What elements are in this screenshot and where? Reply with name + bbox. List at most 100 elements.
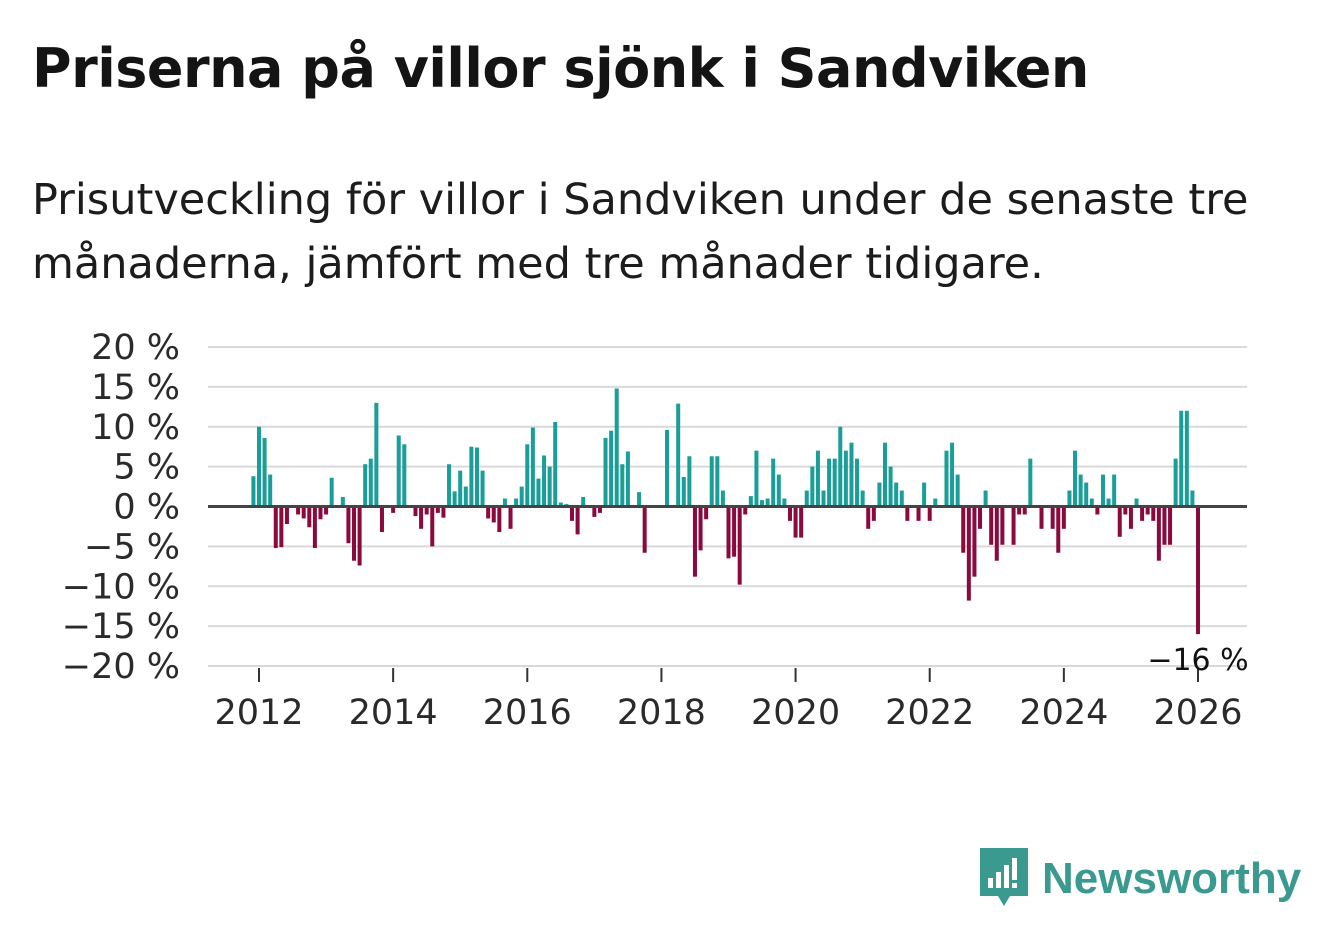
bar — [542, 455, 547, 507]
bar — [480, 470, 485, 507]
bar — [614, 388, 619, 507]
bar — [519, 486, 524, 507]
bar — [771, 458, 776, 507]
bar — [1028, 458, 1033, 507]
x-tick-label: 2012 — [214, 693, 303, 733]
bar — [866, 506, 871, 529]
bar — [832, 458, 837, 507]
bar — [821, 490, 826, 507]
bar — [950, 442, 955, 507]
bar — [827, 458, 832, 507]
bar — [1084, 482, 1089, 507]
bar — [843, 450, 848, 507]
x-tick-label: 2014 — [349, 693, 438, 733]
bar — [871, 506, 876, 521]
bar — [838, 426, 843, 507]
bar — [1168, 506, 1173, 545]
bar — [553, 421, 558, 507]
bar — [1151, 506, 1156, 521]
bar — [379, 506, 384, 533]
x-tick-label: 2024 — [1019, 693, 1108, 733]
bar — [1073, 450, 1078, 507]
bar — [944, 450, 949, 507]
bar — [251, 476, 256, 507]
bar — [877, 482, 882, 507]
bar — [732, 506, 737, 557]
bar — [665, 429, 670, 507]
bar — [530, 427, 535, 507]
bar — [642, 506, 647, 553]
y-tick-label: 5 % — [113, 448, 180, 488]
bar — [256, 426, 262, 507]
bar — [776, 474, 781, 507]
bar — [402, 444, 407, 507]
bar — [262, 437, 267, 507]
page-subtitle: Prisutveckling för villor i Sandviken un… — [32, 175, 1249, 289]
bar — [676, 403, 681, 507]
bar — [279, 506, 284, 548]
bar — [368, 458, 373, 507]
y-tick-label: −15 % — [62, 607, 180, 647]
bar — [1056, 506, 1061, 553]
y-tick-label: −20 % — [62, 647, 180, 687]
bar — [301, 506, 306, 519]
bar — [514, 498, 519, 507]
bar — [363, 464, 368, 507]
bar — [312, 506, 317, 548]
y-tick-label: 15 % — [91, 368, 180, 408]
bar — [1039, 506, 1044, 529]
x-axis-ticks: 2012 2014 2016 2018 2020 2022 2024 2026 — [214, 668, 1243, 733]
bar — [374, 402, 379, 507]
bar — [609, 430, 614, 507]
y-tick-label: 10 % — [91, 408, 180, 448]
bar — [452, 491, 457, 507]
bar — [743, 506, 748, 515]
bar — [765, 498, 770, 507]
bar — [491, 506, 496, 523]
bar — [603, 437, 608, 507]
bar — [927, 506, 932, 521]
bar — [860, 490, 865, 507]
bar — [888, 466, 893, 507]
bar — [972, 506, 977, 577]
bar — [268, 474, 273, 507]
bar — [458, 470, 463, 507]
bar — [357, 506, 362, 566]
bar — [1050, 506, 1055, 529]
bar — [793, 506, 798, 538]
bar — [486, 506, 491, 519]
bar — [597, 506, 602, 513]
bar — [558, 502, 563, 507]
bar — [307, 506, 312, 528]
bar — [687, 456, 692, 507]
bar — [1000, 506, 1005, 545]
bar — [463, 486, 468, 507]
bar — [441, 506, 446, 518]
bar — [748, 496, 753, 507]
bar — [1078, 474, 1083, 507]
bar — [849, 442, 854, 507]
bar — [413, 506, 418, 517]
x-tick-label: 2016 — [483, 693, 572, 733]
bar — [994, 506, 999, 561]
bar — [497, 506, 502, 533]
bar — [430, 506, 435, 547]
bar — [502, 498, 507, 507]
bar — [978, 506, 983, 529]
bar — [1022, 506, 1027, 515]
bar — [1123, 506, 1128, 515]
bar — [1061, 506, 1066, 529]
newsworthy-logo: Newsworthy — [980, 848, 1301, 910]
bar — [592, 506, 597, 517]
bar — [435, 506, 440, 513]
bar — [715, 456, 720, 507]
bar — [1011, 506, 1016, 545]
x-tick-label: 2020 — [751, 693, 840, 733]
bar — [324, 506, 329, 515]
bar — [419, 506, 424, 529]
bar — [782, 498, 787, 507]
bar — [989, 506, 994, 545]
bar — [581, 496, 586, 507]
bar — [1095, 506, 1100, 515]
bar — [804, 490, 809, 507]
